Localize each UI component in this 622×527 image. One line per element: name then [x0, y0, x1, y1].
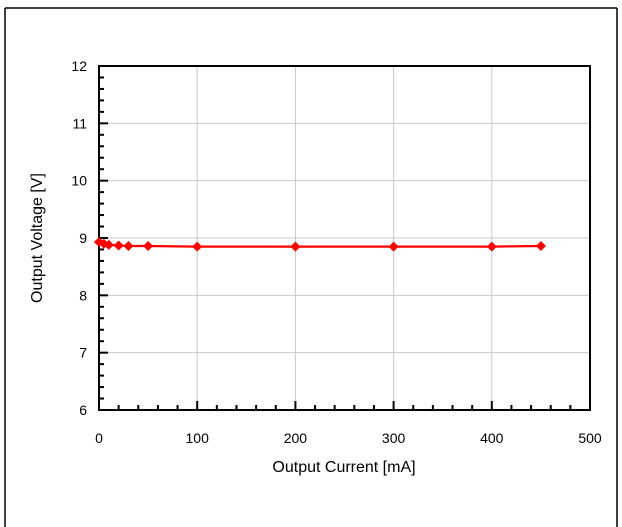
- x-tick-label: 400: [480, 430, 504, 446]
- series: [94, 237, 546, 252]
- y-tick-label: 7: [79, 345, 87, 361]
- ticks: [98, 65, 591, 411]
- data-point: [103, 239, 114, 250]
- data-point: [290, 241, 301, 252]
- x-tick-label: 300: [382, 430, 406, 446]
- y-tick-label: 9: [79, 230, 87, 246]
- y-axis-label: Output Voltage [V]: [29, 173, 46, 303]
- data-point: [123, 241, 134, 252]
- y-tick-label: 6: [79, 402, 87, 418]
- y-tick-label: 11: [72, 115, 87, 131]
- tick-labels: 0 100 200 300 400 500 6 7 8 9 10 11 12: [71, 58, 601, 446]
- y-tick-label: 10: [71, 173, 87, 189]
- data-point: [143, 241, 154, 252]
- data-point: [486, 241, 497, 252]
- data-point: [388, 241, 399, 252]
- series-line: [98, 240, 541, 248]
- y-tick-label: 12: [71, 58, 87, 74]
- x-axis-label: Output Current [mA]: [272, 459, 415, 476]
- x-tick-label: 100: [186, 430, 210, 446]
- data-point: [113, 240, 124, 251]
- x-tick-label: 200: [284, 430, 308, 446]
- data-point: [535, 241, 546, 252]
- grid: [99, 66, 590, 410]
- x-tick-label: 500: [578, 430, 602, 446]
- data-point: [192, 241, 203, 252]
- x-tick-label: 0: [95, 430, 103, 446]
- y-tick-label: 8: [79, 287, 87, 303]
